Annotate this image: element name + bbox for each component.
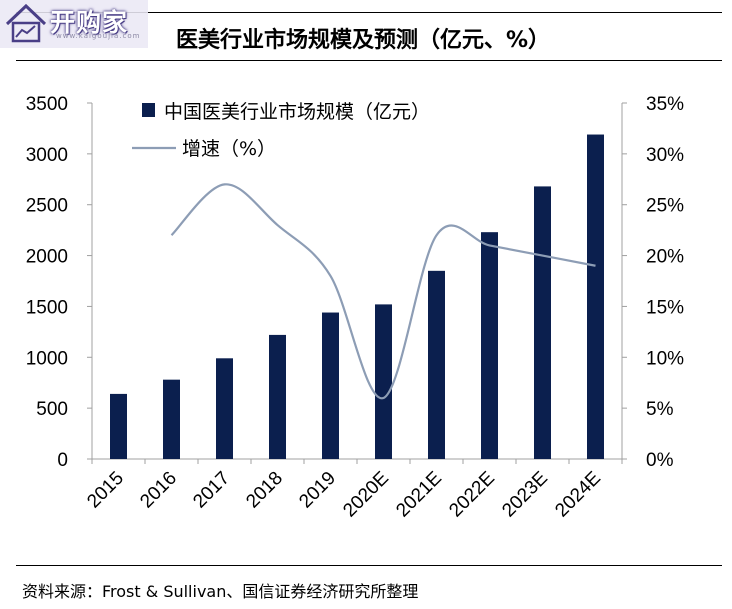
y-right-tick-label: 30% — [646, 145, 684, 166]
y-right-tick-label: 20% — [646, 247, 684, 268]
bar-2020E — [375, 304, 392, 459]
x-tick-label: 2023E — [498, 468, 552, 522]
legend-swatch-market-size — [142, 103, 155, 117]
bar-2022E — [481, 232, 498, 459]
bar-2018 — [269, 334, 286, 459]
y-left-tick-label: 0 — [57, 450, 68, 471]
bar-2017 — [216, 358, 233, 459]
x-tick-label: 2020E — [339, 468, 393, 522]
x-tick-label: 2017 — [189, 468, 234, 513]
x-tick-label: 2024E — [551, 468, 605, 522]
y-left-tick-label: 2000 — [26, 247, 68, 268]
y-right-tick-label: 15% — [646, 297, 684, 318]
y-left-tick-label: 2500 — [26, 196, 68, 217]
y-left-tick-label: 3000 — [26, 145, 68, 166]
top-rule — [16, 12, 722, 13]
bar-2023E — [534, 186, 551, 460]
growth-rate-line — [170, 183, 596, 400]
watermark-logo-text: 开购家 — [50, 8, 129, 37]
bar-2016 — [163, 379, 180, 459]
y-right-tick-label: 5% — [646, 399, 674, 420]
title-underline-rule — [16, 60, 722, 61]
house-icon — [5, 3, 47, 43]
legend-label-growth: 增速（%） — [182, 138, 276, 160]
y-right-tick-label: 10% — [646, 348, 684, 369]
x-tick-label: 2018 — [242, 468, 287, 513]
watermark-url: www.kaigoujia.com — [56, 32, 141, 40]
x-tick-label: 2022E — [445, 468, 499, 522]
x-tick-label: 2015 — [83, 468, 128, 513]
y-left-tick-label: 500 — [36, 399, 68, 420]
y-right-tick-label: 25% — [646, 196, 684, 217]
x-tick-label: 2016 — [136, 468, 181, 513]
chart-canvas: 0 500 1000 1500 2000 2500 3000 3500 0% 5% 10% 15% 20… — [26, 94, 684, 522]
y-right-tick-label: 35% — [646, 94, 684, 115]
chart-title: 医美行业市场规模及预测（亿元、%） — [176, 28, 551, 53]
source-rule — [16, 565, 722, 566]
watermark: 开购家 www.kaigoujia.com — [0, 0, 148, 48]
y-left-tick-label: 3500 — [26, 94, 68, 115]
bar-2024E — [587, 134, 604, 459]
x-tick-label: 2019 — [295, 468, 340, 513]
y-right-tick-label: 0% — [646, 450, 674, 471]
bar-2021E — [428, 270, 445, 459]
bar-2019 — [322, 312, 339, 459]
y-left-tick-label: 1500 — [26, 297, 68, 318]
legend-label-market-size: 中国医美行业市场规模（亿元） — [164, 101, 430, 123]
y-left-tick-label: 1000 — [26, 348, 68, 369]
x-tick-label: 2021E — [392, 468, 446, 522]
source-note: 资料来源：Frost & Sullivan、国信证券经济研究所整理 — [22, 582, 419, 601]
bar-2015 — [110, 393, 127, 459]
